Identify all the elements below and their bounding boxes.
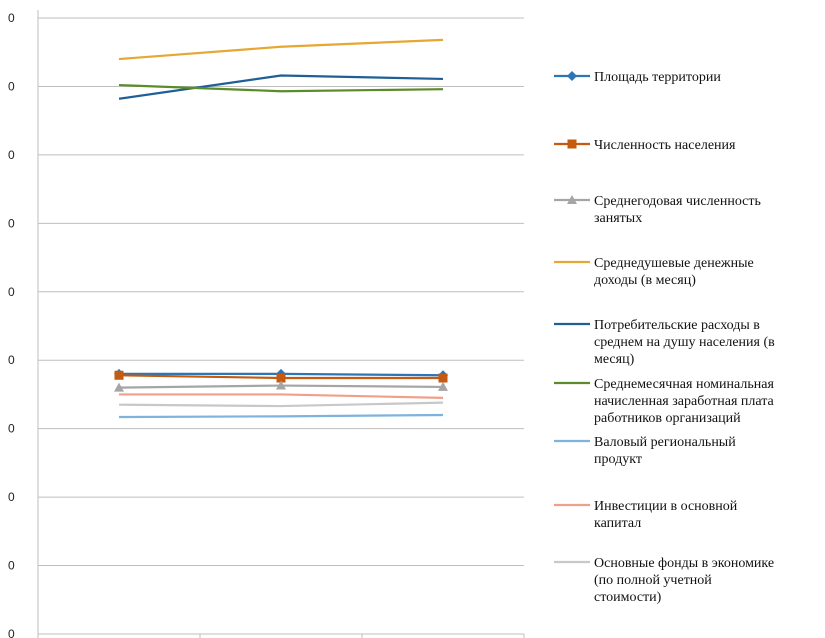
legend-item: Инвестиции в основной капитал [554, 499, 738, 531]
legend: Площадь территории Численность населения С… [554, 70, 775, 605]
series-2-point [114, 370, 124, 380]
legend-marker [567, 71, 577, 81]
series-markers [114, 368, 448, 392]
legend-label: Среднедушевые денежные доходы (в месяц) [594, 256, 754, 288]
series-line-9 [118, 401, 444, 408]
series-3-point [114, 382, 124, 392]
y-tick-label: 0 [8, 353, 15, 367]
y-tick-label: 0 [8, 627, 15, 638]
gridlines [38, 17, 524, 635]
y-tick-label: 0 [8, 422, 15, 436]
legend-item: Площадь территории [554, 70, 721, 85]
series-3-point [438, 381, 448, 391]
y-tick-label: 0 [8, 559, 15, 573]
legend-label: Инвестиции в основной капитал [594, 499, 738, 531]
x-axis [37, 10, 525, 638]
y-tick-label: 0 [8, 11, 15, 25]
legend-marker [567, 139, 577, 149]
legend-item: Валовый региональный продукт [554, 435, 736, 467]
legend-label: Потребительские расходы в среднем на душу… [594, 318, 775, 367]
legend-label: Площадь территории [594, 70, 721, 85]
series-line-4 [118, 38, 444, 61]
series-lines [118, 38, 444, 419]
legend-label: Численность населения [594, 138, 736, 153]
legend-marker [567, 195, 577, 204]
y-axis: 0 0 0 0 0 0 0 0 0 0 [8, 11, 15, 638]
y-tick-label: 0 [8, 285, 15, 299]
legend-item: Среднемесячная номинальная начисленная за… [554, 377, 775, 426]
y-tick-label: 0 [8, 79, 15, 93]
y-tick-label: 0 [8, 216, 15, 230]
legend-item: Потребительские расходы в среднем на душу… [554, 318, 775, 367]
legend-label: Валовый региональный продукт [594, 435, 736, 467]
series-line-8 [119, 393, 444, 399]
legend-label: Среднемесячная номинальная начисленная за… [594, 377, 775, 426]
series-2-point [438, 373, 448, 383]
legend-item: Среднегодовая численность занятых [554, 194, 761, 226]
y-tick-label: 0 [8, 148, 15, 162]
legend-item: Численность населения [554, 138, 736, 153]
legend-label: Основные фонды в экономике (по полной уче… [594, 556, 774, 605]
legend-item: Среднедушевые денежные доходы (в месяц) [554, 256, 754, 288]
series-line-7 [118, 413, 444, 419]
series-line-5 [118, 74, 444, 100]
y-tick-label: 0 [8, 490, 15, 504]
series-line-6 [118, 83, 444, 93]
series-2-point [276, 373, 286, 383]
series-3-point [276, 380, 286, 390]
legend-item: Основные фонды в экономике (по полной уче… [554, 556, 774, 605]
legend-label: Среднегодовая численность занятых [594, 194, 761, 226]
